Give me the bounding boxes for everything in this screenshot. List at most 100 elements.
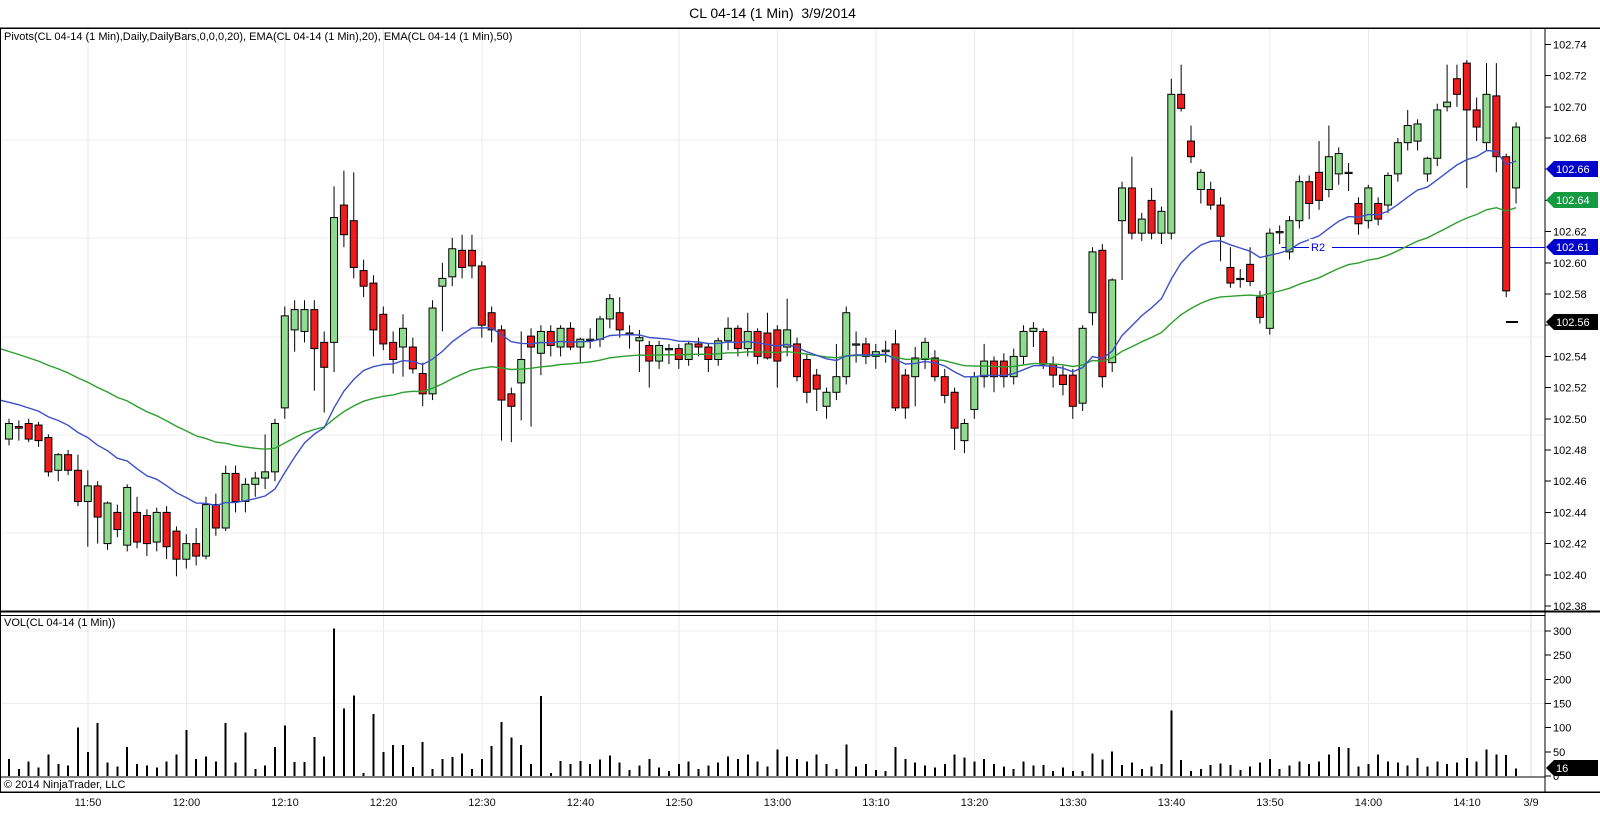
time-tick-label: 13:50: [1256, 797, 1284, 809]
time-tick-label: 12:30: [468, 797, 496, 809]
candle-body: [24, 422, 33, 440]
volume-bar: [707, 765, 710, 776]
candle-body: [556, 327, 565, 348]
candle-body: [34, 424, 43, 442]
volume-bar: [786, 756, 789, 776]
volume-bar: [470, 768, 473, 776]
volume-bar: [825, 763, 828, 776]
volume-bar: [717, 762, 720, 776]
volume-bar: [1170, 710, 1173, 776]
time-tick-label: 13:20: [961, 797, 989, 809]
candle-body: [428, 307, 437, 395]
candle-body: [950, 391, 959, 429]
price-tick-label: 102.44: [1553, 507, 1587, 519]
candle-body: [438, 277, 447, 287]
candle-body: [1384, 174, 1392, 206]
candle-body: [1403, 125, 1412, 144]
candle-body: [517, 359, 526, 384]
volume-bar: [116, 766, 119, 776]
volume-bar: [1209, 764, 1212, 776]
volume-bar: [333, 628, 336, 776]
candle-body: [1196, 171, 1205, 190]
candle-body: [1452, 78, 1461, 95]
candle-body: [54, 454, 63, 471]
volume-bar: [638, 765, 641, 776]
ema20-value-marker-label: 102.66: [1556, 164, 1590, 176]
candle-body: [64, 454, 73, 471]
volume-bar: [372, 714, 375, 776]
volume-bar: [1367, 763, 1370, 776]
candle-body: [940, 376, 949, 396]
volume-bar: [756, 761, 759, 776]
price-tick-label: 102.54: [1553, 351, 1587, 363]
candle-body: [576, 338, 585, 348]
volume-bar: [1239, 770, 1242, 776]
candle-body: [93, 485, 102, 518]
candle-body: [1315, 171, 1324, 201]
candle-body: [1226, 266, 1235, 284]
volume-bar: [145, 765, 148, 776]
volume-bar: [736, 759, 739, 776]
candle-body: [861, 343, 870, 357]
volume-bar: [687, 761, 690, 776]
volume-bar: [57, 763, 60, 776]
price-tick-label: 102.46: [1553, 476, 1587, 488]
volume-bar: [214, 761, 217, 776]
volume-bar: [37, 767, 40, 776]
volume-bar: [746, 754, 749, 776]
last-price-marker: [1546, 314, 1598, 330]
volume-bar: [1298, 761, 1301, 776]
candle-body: [507, 393, 516, 407]
candle-body: [635, 337, 644, 342]
volume-bar: [17, 769, 20, 776]
candle-body: [645, 344, 654, 362]
volume-bar: [1485, 749, 1488, 776]
candle-body: [379, 313, 388, 345]
candle-body: [1423, 157, 1432, 175]
pivot-r2-label: R2: [1311, 242, 1325, 254]
volume-bar: [362, 773, 365, 776]
volume-bar: [500, 721, 503, 776]
ema20-line: [0, 149, 1517, 507]
candle-body: [1187, 140, 1195, 158]
volume-bar: [1357, 766, 1360, 776]
volume-bar: [234, 762, 237, 776]
volume-bar: [1426, 766, 1429, 776]
volume-bar: [244, 732, 247, 776]
time-tick-label: 12:50: [665, 797, 693, 809]
candle-body: [970, 376, 979, 410]
candle-body: [290, 309, 299, 331]
volume-bar: [431, 768, 434, 776]
volume-bar: [520, 745, 523, 776]
volume-bar: [205, 756, 207, 776]
volume-bar: [480, 759, 483, 776]
volume-bar: [608, 755, 611, 776]
volume-bar: [1337, 747, 1340, 776]
time-tick-label: 12:10: [271, 797, 299, 809]
volume-bar: [1396, 762, 1399, 776]
volume-bar: [983, 759, 986, 776]
candle-body: [911, 357, 920, 378]
candle-body: [408, 346, 417, 370]
copyright-label: © 2014 NinjaTrader, LLC: [4, 779, 126, 791]
candle-body: [1137, 218, 1146, 234]
candle-body: [1512, 126, 1521, 189]
volume-tick-label: 250: [1553, 650, 1571, 662]
candle-body: [211, 504, 220, 529]
volume-indicator-label: VOL(CL 04-14 (1 Min)): [4, 617, 116, 629]
volume-bar: [648, 759, 651, 776]
volume-bar: [126, 747, 129, 776]
volume-bar: [599, 759, 601, 776]
volume-bar: [1258, 762, 1261, 776]
volume-bar: [402, 745, 404, 776]
volume-bar: [1150, 766, 1153, 776]
volume-marker: [1546, 760, 1598, 776]
time-tick-label: 14:10: [1453, 797, 1481, 809]
candle-body: [743, 330, 752, 350]
indicator-label: Pivots(CL 04-14 (1 Min),Daily,DailyBars,…: [4, 31, 513, 43]
volume-bar: [1022, 761, 1025, 776]
candle-body: [842, 312, 851, 378]
last-price-marker-label: 102.56: [1556, 317, 1590, 329]
